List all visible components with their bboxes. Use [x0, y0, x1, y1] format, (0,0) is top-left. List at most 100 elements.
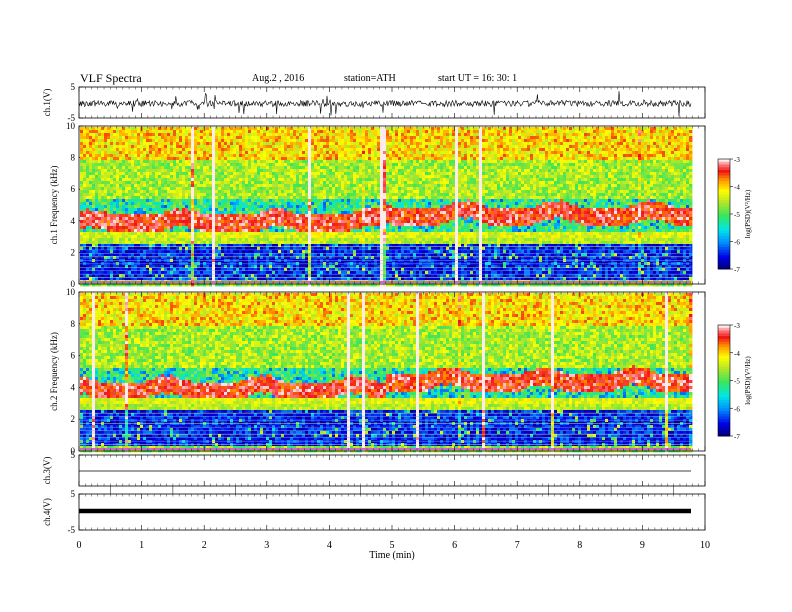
spectrogram-cell — [116, 133, 120, 137]
spectrogram-cell — [152, 259, 156, 263]
spectrogram-cell — [149, 253, 153, 257]
spectrogram-cell — [146, 127, 150, 131]
spectrogram-cell — [311, 169, 315, 173]
spectrogram-cell — [272, 265, 276, 269]
spectrogram-cell — [167, 127, 171, 131]
spectrogram-cell — [329, 133, 333, 137]
spectrogram-cell — [230, 259, 234, 263]
spectrogram-cell — [320, 274, 324, 278]
spectrogram-cell — [266, 220, 270, 224]
spectrogram-cell — [116, 256, 120, 260]
spectrogram-cell — [182, 226, 186, 230]
spectrogram-cell — [188, 241, 192, 245]
spectrogram-cell — [167, 163, 171, 167]
spectrogram-cell — [182, 193, 186, 197]
spectrogram-cell — [152, 274, 156, 278]
spectrogram-cell — [89, 253, 93, 257]
spectrogram-cell — [122, 229, 126, 233]
spectrogram-cell — [203, 274, 207, 278]
spectrogram-cell — [134, 157, 138, 161]
spectrogram-cell — [356, 208, 360, 212]
spectrogram-cell — [125, 181, 129, 185]
spectrogram-cell — [179, 223, 183, 227]
spectrogram-cell — [128, 169, 132, 173]
spectrogram-cell — [128, 208, 132, 212]
spectrogram-cell — [86, 223, 90, 227]
spectrogram-cell — [284, 217, 288, 221]
spectrogram-cell — [200, 193, 204, 197]
spectrogram-cell — [260, 214, 264, 218]
spectrogram-cell — [308, 244, 312, 248]
spectrogram-cell — [155, 283, 159, 287]
spectrogram-cell — [230, 211, 234, 215]
spectrogram-cell — [347, 130, 351, 134]
spectrogram-cell — [86, 247, 90, 251]
spectrogram-cell — [152, 283, 156, 287]
spectrogram-cell — [263, 265, 267, 269]
spectrogram-cell — [323, 166, 327, 170]
spectrogram-cell — [302, 259, 306, 263]
spectrogram-cell — [83, 160, 87, 164]
spectrogram-cell — [260, 253, 264, 257]
spectrogram-cell — [257, 175, 261, 179]
spectrogram-cell — [128, 238, 132, 242]
spectrogram-cell — [299, 226, 303, 230]
spectrogram-cell — [80, 244, 84, 248]
spectrogram-cell — [227, 211, 231, 215]
spectrogram-cell — [170, 166, 174, 170]
spectrogram-cell — [215, 277, 219, 281]
spectrogram-cell — [314, 142, 318, 146]
spectrogram-cell — [176, 148, 180, 152]
spectrogram-cell — [236, 217, 240, 221]
spectrogram-cell — [152, 241, 156, 245]
spectrogram-cell — [221, 208, 225, 212]
spectrogram-cell — [212, 139, 216, 143]
spectrogram-cell — [236, 178, 240, 182]
spectrogram-cell — [257, 151, 261, 155]
spectrogram-cell — [248, 169, 252, 173]
spectrogram-cell — [101, 127, 105, 131]
spectrogram-cell — [290, 214, 294, 218]
spectrogram-cell — [197, 238, 201, 242]
panel-1: ch.1(V)5-5 — [42, 82, 83, 123]
spectrogram-cell — [326, 256, 330, 260]
spectrogram-cell — [257, 271, 261, 275]
spectrogram-cell — [353, 175, 357, 179]
spectrogram-cell — [272, 259, 276, 263]
spectrogram-cell — [224, 127, 228, 131]
spectrogram-cell — [194, 160, 198, 164]
spectrogram-cell — [275, 199, 279, 203]
spectrogram-cell — [323, 202, 327, 206]
spectrogram-cell — [209, 181, 213, 185]
spectrogram-cell — [308, 127, 312, 131]
spectrogram-cell — [338, 145, 342, 149]
spectrogram-cell — [323, 181, 327, 185]
spectrogram-cell — [92, 241, 96, 245]
spectrogram-cell — [101, 136, 105, 140]
spectrogram-cell — [122, 184, 126, 188]
spectrogram-cell — [350, 271, 354, 275]
spectrogram-cell — [194, 145, 198, 149]
spectrogram-cell — [218, 229, 222, 233]
spectrogram-cell — [230, 235, 234, 239]
spectrogram-cell — [155, 184, 159, 188]
spectrogram-cell — [185, 277, 189, 281]
spectrogram-cell — [251, 151, 255, 155]
spectrogram-cell — [146, 244, 150, 248]
spectrogram-cell — [194, 274, 198, 278]
spectrogram-cell — [146, 229, 150, 233]
spectrogram-cell — [158, 238, 162, 242]
spectrogram-cell — [236, 208, 240, 212]
spectrogram-cell — [344, 265, 348, 269]
spectrogram-cell — [305, 172, 309, 176]
spectrogram-cell — [209, 199, 213, 203]
spectrogram-cell — [143, 241, 147, 245]
spectrogram-cell — [287, 202, 291, 206]
spectrogram-cell — [158, 253, 162, 257]
spectrogram-cell — [329, 238, 333, 242]
spectrogram-cell — [119, 181, 123, 185]
spectrogram-cell — [206, 253, 210, 257]
spectrogram-cell — [113, 193, 117, 197]
spectrogram-cell — [95, 232, 99, 236]
spectrogram-cell — [329, 187, 333, 191]
